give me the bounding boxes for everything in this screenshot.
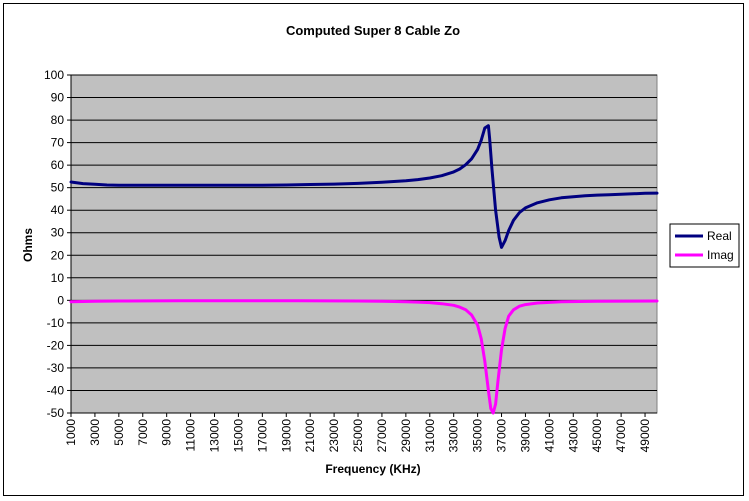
x-tick-label: 47000 (614, 419, 628, 453)
x-tick-label: 39000 (518, 419, 532, 453)
x-tick-label: 31000 (423, 419, 437, 453)
x-tick-label: 23000 (327, 419, 341, 453)
x-tick-label: 13000 (208, 419, 222, 453)
x-tick-label: 35000 (471, 419, 485, 453)
series-lines (69, 124, 659, 415)
x-tick-label: 27000 (375, 419, 389, 453)
y-tick-label: 50 (51, 181, 65, 195)
x-tick-label: 7000 (136, 419, 150, 446)
x-tick-label: 1000 (64, 419, 78, 446)
legend: Real Imag (669, 223, 740, 268)
x-tick-label: 33000 (447, 419, 461, 453)
plot-background (70, 74, 658, 414)
y-tick-label: -40 (47, 383, 65, 397)
y-tick-label: 90 (51, 91, 65, 105)
x-tick-label: 29000 (399, 419, 413, 453)
x-tick-label: 5000 (112, 419, 126, 446)
x-tick-label: 37000 (495, 419, 509, 453)
x-tick-label: 21000 (303, 419, 317, 453)
y-tick-label: 80 (51, 113, 65, 127)
plot-area (70, 74, 658, 414)
y-tick-label: 100 (44, 68, 64, 82)
y-tick-label: 70 (51, 136, 65, 150)
legend-box (669, 223, 740, 268)
y-tick-label: 20 (51, 248, 65, 262)
x-tick-label: 45000 (590, 419, 604, 453)
y-tick-label: -20 (47, 338, 65, 352)
x-tick-labels: 1000 3000 5000 7000 9000 11000 13000 15000 17000… (64, 419, 652, 453)
x-tick-label: 19000 (279, 419, 293, 453)
x-tick-label: 11000 (184, 419, 198, 452)
series-line-real (69, 124, 659, 249)
x-tick-label: 9000 (160, 419, 174, 446)
x-tick-label: 41000 (542, 419, 556, 453)
x-tick-label: 43000 (566, 419, 580, 453)
x-tick-label: 15000 (231, 419, 245, 453)
legend-label-imag: Imag (707, 248, 734, 262)
y-tick-label: -30 (47, 361, 65, 375)
y-tick-label: -10 (47, 316, 65, 330)
x-tick-label: 17000 (255, 419, 269, 453)
legend-label-real: Real (707, 229, 732, 243)
x-tick-label: 3000 (88, 419, 102, 446)
y-tick-label: 0 (57, 293, 64, 307)
y-tick-label: 30 (51, 226, 65, 240)
y-tick-label: 40 (51, 203, 65, 217)
x-tick-label: 25000 (351, 419, 365, 453)
chart-title: Computed Super 8 Cable Zo (286, 23, 460, 38)
x-axis-title: Frequency (KHz) (325, 462, 420, 476)
y-axis-title: Ohms (21, 228, 35, 262)
y-tick-label: 10 (51, 271, 65, 285)
x-tick-label: 49000 (638, 419, 652, 453)
series-line-imag (69, 299, 659, 415)
y-tick-label: 60 (51, 158, 65, 172)
y-tick-label: -50 (47, 406, 65, 420)
